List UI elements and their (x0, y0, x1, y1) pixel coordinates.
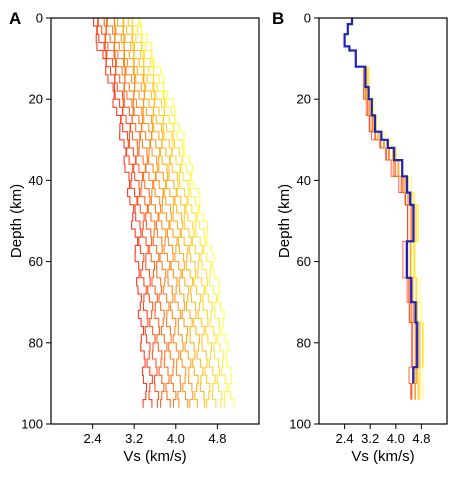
y-tick-label: 80 (29, 335, 43, 350)
ensemble-model-line (365, 66, 418, 400)
ensemble-model-line (93, 18, 148, 408)
panel-b-plot-frame (318, 17, 448, 425)
x-tick-label: 3.2 (361, 431, 379, 446)
y-tick-label: 0 (36, 11, 43, 26)
panel-b-y-axis-title: Depth (km) (276, 184, 293, 258)
panel-a-plot-frame (50, 17, 260, 425)
ensemble-model-line (131, 18, 223, 408)
ensemble-model-line (140, 18, 235, 408)
y-tick-label: 40 (29, 173, 43, 188)
ensemble-model-line (122, 18, 206, 408)
y-tick-label: 80 (297, 335, 311, 350)
panel-b-best-fit-line (343, 18, 419, 384)
ensemble-model-line (106, 18, 177, 408)
panel-a-label: A (9, 9, 21, 28)
panel-a-ensemble (93, 18, 235, 408)
y-tick-label: 100 (289, 417, 311, 432)
y-tick-label: 100 (21, 417, 43, 432)
panel-b-x-ticks: 2.4 3.2 4.0 4.8 (336, 424, 430, 446)
panel-b-x-axis-title: Vs (km/s) (351, 448, 414, 465)
ensemble-model-line (96, 18, 153, 408)
x-tick-label: 3.2 (125, 431, 143, 446)
panel-b-y-ticks: 0 20 40 60 80 100 (289, 11, 319, 432)
y-tick-label: 0 (304, 11, 311, 26)
x-tick-label: 4.8 (208, 431, 226, 446)
panel-a: A 0 20 40 60 80 100 2.4 3.2 4.0 4.8 Depth (km) V… (8, 9, 260, 465)
x-tick-label: 4.0 (387, 431, 405, 446)
x-tick-label: 4.8 (412, 431, 430, 446)
y-tick-label: 20 (297, 92, 311, 107)
panel-a-y-axis-title: Depth (km) (8, 184, 25, 258)
y-tick-label: 60 (297, 254, 311, 269)
panel-b-label: B (272, 9, 284, 28)
y-tick-label: 40 (297, 173, 311, 188)
y-tick-label: 20 (29, 92, 43, 107)
y-tick-label: 60 (29, 254, 43, 269)
x-tick-label: 2.4 (84, 431, 102, 446)
x-tick-label: 4.0 (167, 431, 185, 446)
panel-a-x-axis-title: Vs (km/s) (123, 448, 186, 465)
ensemble-model-line (117, 18, 194, 408)
ensemble-model-line (114, 18, 189, 408)
panel-b: B 0 20 40 60 80 100 2.4 3.2 4.0 4.8 Depth (km) V… (272, 9, 448, 465)
ensemble-model-line (127, 18, 211, 408)
x-tick-label: 2.4 (336, 431, 354, 446)
panel-b-ensemble (363, 66, 425, 400)
ensemble-model-line (97, 18, 160, 408)
panel-a-x-ticks: 2.4 3.2 4.0 4.8 (84, 424, 226, 446)
ensemble-model-line (105, 18, 171, 408)
panel-a-y-ticks: 0 20 40 60 80 100 (21, 11, 51, 432)
